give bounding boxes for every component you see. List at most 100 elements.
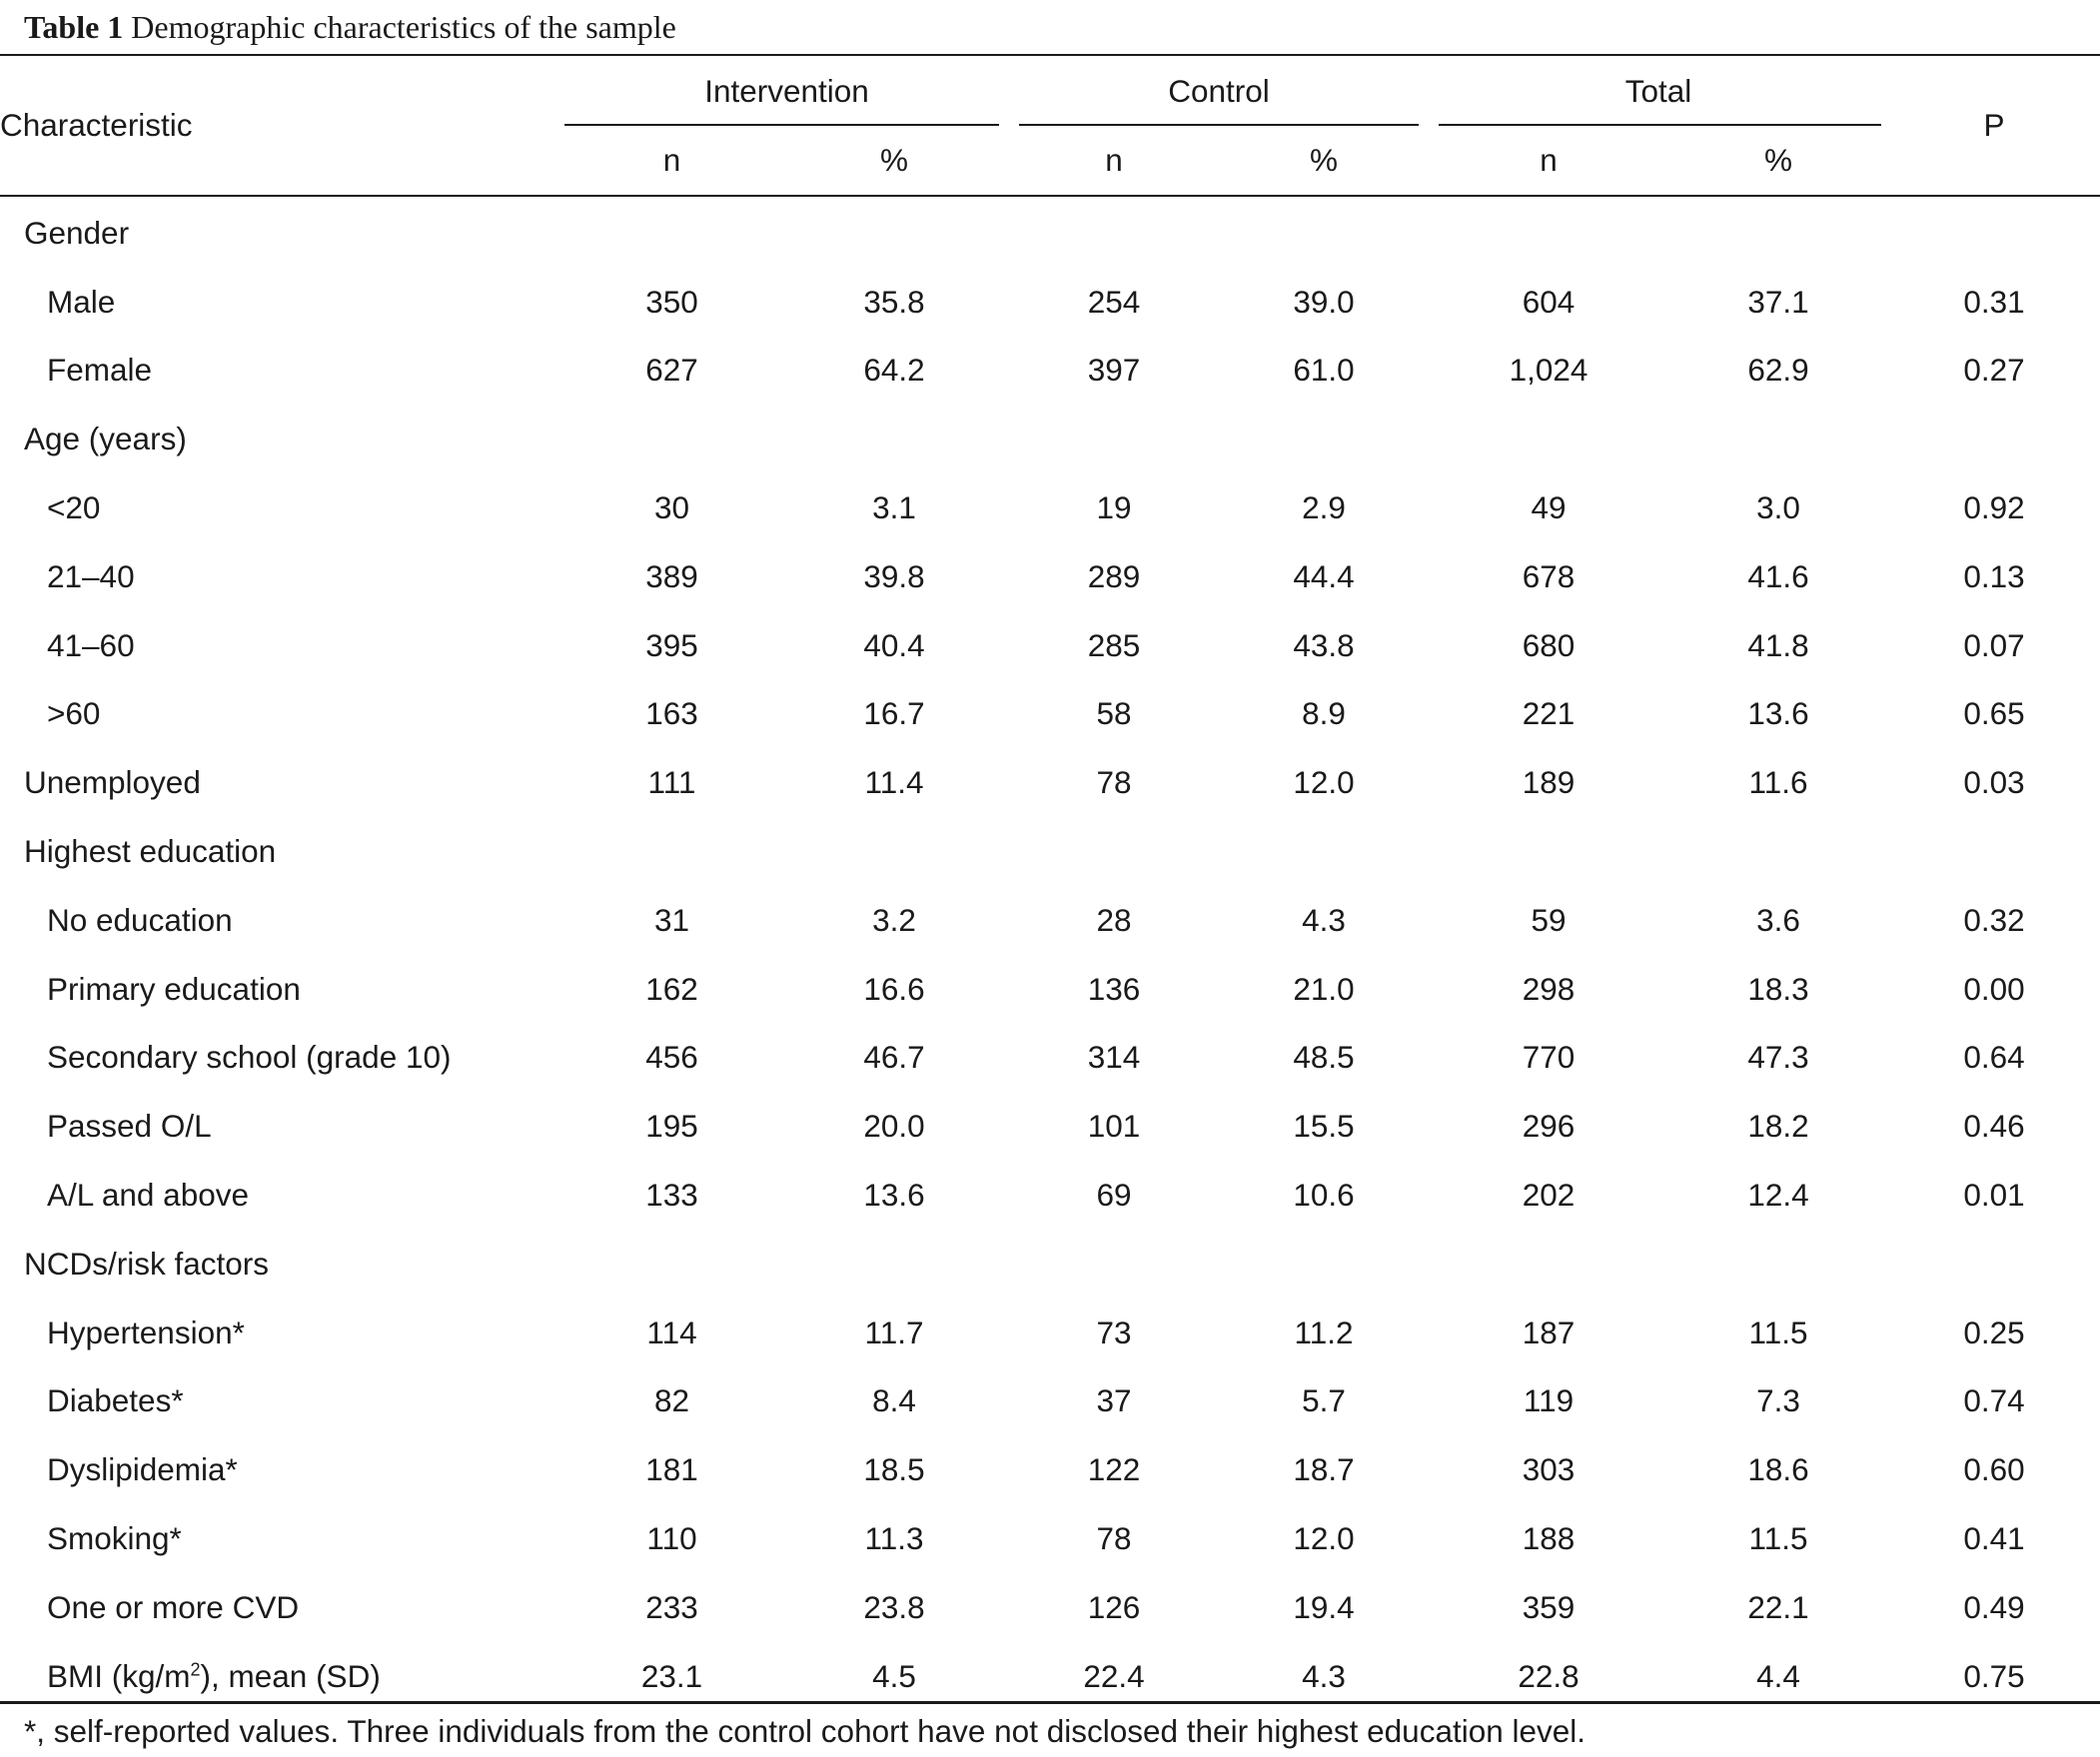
table-cell: 21.0 — [1293, 970, 1355, 1007]
table-cell: 35.8 — [863, 283, 925, 320]
table-cell: 5.7 — [1302, 1382, 1346, 1419]
table-cell: 296 — [1522, 1108, 1575, 1145]
table-cell: 0.60 — [1963, 1451, 2025, 1488]
table-cell: 47.3 — [1747, 1039, 1809, 1076]
table-cell: 37.1 — [1747, 283, 1809, 320]
table-row: Male 350 35.8 254 39.0 604 37.1 0.31 — [0, 268, 2100, 337]
table-cell: 0.13 — [1963, 557, 2025, 594]
table-cell: 0.75 — [1963, 1657, 2025, 1694]
header-characteristic: Characteristic — [0, 107, 193, 143]
table-cell: 0.25 — [1963, 1314, 2025, 1350]
table-cell: 82 — [653, 1382, 690, 1419]
table-cell: 0.74 — [1963, 1382, 2025, 1419]
table-cell — [1888, 1230, 2100, 1299]
table-cell: 285 — [1087, 626, 1141, 663]
table-cell: 11.6 — [1748, 764, 1808, 801]
table-cell: 39.0 — [1293, 283, 1355, 320]
table-cell: 2.9 — [1302, 489, 1346, 526]
header-p: P — [1983, 107, 2005, 143]
table-cell: 188 — [1522, 1520, 1575, 1557]
table-cell: 3.1 — [872, 489, 916, 526]
table-cell — [1668, 405, 1888, 473]
table-cell — [779, 405, 1009, 473]
table-cell: 0.27 — [1963, 352, 2025, 389]
table-cell: 11.4 — [864, 764, 924, 801]
table-cell: 18.6 — [1747, 1451, 1809, 1488]
table-cell: 289 — [1087, 557, 1141, 594]
table-cell — [1668, 1230, 1888, 1299]
table-cell: 4.4 — [1756, 1657, 1800, 1694]
table-cell — [1219, 1230, 1429, 1299]
row-label: Highest education — [24, 833, 277, 870]
table-cell: 20.0 — [863, 1108, 925, 1145]
table-cell — [1009, 405, 1219, 473]
row-label: Hypertension* — [47, 1314, 245, 1350]
header-group-total-label: Total — [1624, 72, 1692, 109]
table-cell: 61.0 — [1293, 352, 1355, 389]
table-cell: 4.5 — [872, 1657, 916, 1694]
table-row: 41–60 395 40.4 285 43.8 680 41.8 0.07 — [0, 611, 2100, 680]
table-cell: 0.07 — [1963, 626, 2025, 663]
table-row: Secondary school (grade 10) 456 46.7 314 48.… — [0, 1024, 2100, 1093]
table-cell: 15.5 — [1293, 1108, 1355, 1145]
table-cell: 133 — [645, 1177, 698, 1214]
table-row: Primary education 162 16.6 136 21.0 298 18.3 0.… — [0, 955, 2100, 1024]
table-cell — [779, 1230, 1009, 1299]
table-cell: 78 — [1096, 764, 1132, 801]
table-cell: 11.3 — [864, 1520, 924, 1557]
section-row: Age (years) — [0, 405, 2100, 473]
table-cell: 162 — [645, 970, 698, 1007]
table-cell: 233 — [645, 1588, 698, 1625]
table-cell: 28 — [1096, 901, 1132, 938]
table-cell: 350 — [645, 283, 698, 320]
table-cell: 195 — [645, 1108, 698, 1145]
section-row: Gender — [0, 196, 2100, 268]
header-sub-control-n: n — [1105, 142, 1123, 178]
table-cell: 64.2 — [863, 352, 925, 389]
table-cell — [564, 405, 779, 473]
table-cell: 44.4 — [1293, 557, 1355, 594]
table-cell — [1429, 405, 1668, 473]
row-label: >60 — [47, 695, 101, 732]
table-cell: 456 — [645, 1039, 698, 1076]
header-group-control: Control — [1009, 55, 1429, 126]
table-cell — [1429, 1230, 1668, 1299]
table-cell: 163 — [645, 695, 698, 732]
table-cell: 49 — [1531, 489, 1567, 526]
table-cell: 59 — [1531, 901, 1567, 938]
table-cell: 1,024 — [1509, 352, 1588, 389]
row-label: Dyslipidemia* — [47, 1451, 238, 1488]
table-cell: 0.92 — [1963, 489, 2025, 526]
table-row: Smoking* 110 11.3 78 12.0 188 11.5 0.41 — [0, 1504, 2100, 1573]
table-cell — [1219, 196, 1429, 268]
table-cell: 187 — [1522, 1314, 1575, 1350]
table-cell: 189 — [1522, 764, 1575, 801]
table-cell: 221 — [1522, 695, 1575, 732]
table-cell: 0.31 — [1963, 283, 2025, 320]
table-cell: 111 — [647, 764, 696, 801]
table-cell: 303 — [1522, 1451, 1575, 1488]
table-cell: 37 — [1096, 1382, 1132, 1419]
table-cell: 40.4 — [863, 626, 925, 663]
demographics-table: Characteristic Intervention Control Tota… — [0, 54, 2100, 1711]
table-cell — [1009, 1230, 1219, 1299]
table-cell — [1219, 817, 1429, 886]
table-caption-label: Table 1 — [24, 9, 124, 45]
row-label: Female — [47, 352, 153, 389]
table-cell: 18.2 — [1747, 1108, 1809, 1145]
table-cell: 8.4 — [872, 1382, 916, 1419]
table-cell — [1429, 817, 1668, 886]
table-cell: 119 — [1523, 1382, 1575, 1419]
table-cell: 41.8 — [1747, 626, 1809, 663]
table-row: 21–40 389 39.8 289 44.4 678 41.6 0.13 — [0, 542, 2100, 611]
header-sub-total-pct: % — [1764, 142, 1793, 178]
row-label: <20 — [47, 489, 101, 526]
table-cell: 4.3 — [1302, 1657, 1346, 1694]
table-cell: 19.4 — [1293, 1588, 1355, 1625]
table-cell: 202 — [1522, 1177, 1575, 1214]
table-cell: 31 — [653, 901, 690, 938]
table-cell: 12.0 — [1293, 1520, 1355, 1557]
table-cell: 114 — [646, 1314, 697, 1350]
table-row: Female 627 64.2 397 61.0 1,024 62.9 0.27 — [0, 337, 2100, 406]
table-row: Hypertension* 114 11.7 73 11.2 187 11.5 0.25 — [0, 1299, 2100, 1367]
